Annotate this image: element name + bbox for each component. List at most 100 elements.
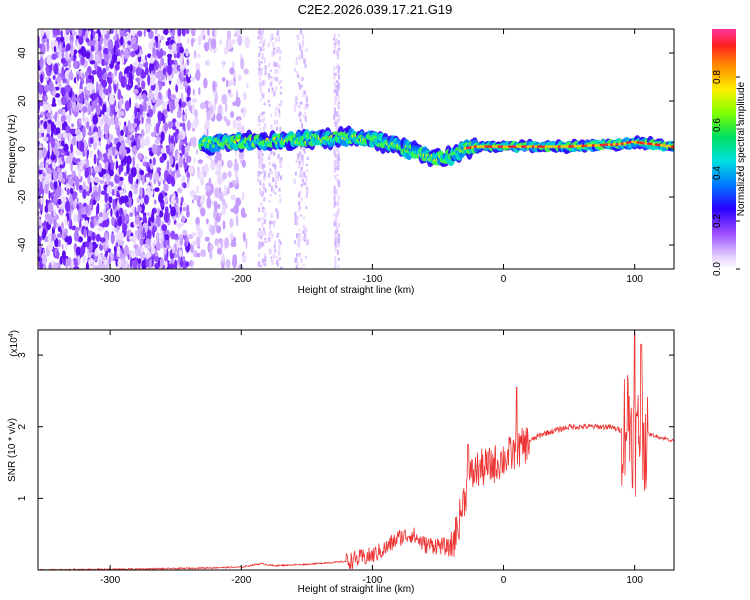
noise-cell: [280, 99, 283, 103]
noise-cell: [245, 238, 248, 249]
noise-cell: [76, 246, 81, 256]
noise-cell: [160, 131, 165, 142]
noise-cell: [90, 177, 95, 184]
noise-cell: [161, 224, 168, 232]
snr-scale-exponent: 4: [8, 333, 15, 337]
noise-cell: [148, 147, 153, 152]
noise-cell: [70, 187, 74, 195]
noise-cell: [199, 102, 206, 110]
noise-cell: [337, 42, 340, 47]
noise-cell: [108, 134, 114, 141]
noise-cell: [258, 228, 261, 232]
noise-cell: [147, 53, 152, 58]
noise-cell: [263, 197, 266, 202]
noise-cell: [335, 89, 338, 94]
noise-cell: [298, 42, 301, 46]
noise-cell: [39, 257, 43, 262]
noise-cell: [54, 112, 57, 123]
noise-cell: [274, 164, 277, 170]
noise-cell: [139, 169, 145, 176]
noise-cell: [337, 70, 340, 74]
noise-cell: [263, 207, 266, 211]
noise-cell: [300, 49, 303, 55]
noise-cell: [79, 140, 85, 152]
noise-cell: [270, 214, 273, 219]
noise-cell: [157, 110, 162, 121]
noise-cell: [272, 164, 275, 167]
noise-cell: [171, 249, 176, 254]
noise-cell: [176, 110, 182, 119]
noise-cell: [130, 250, 135, 257]
noise-cell: [269, 220, 272, 225]
noise-cell: [93, 265, 99, 269]
noise-cell: [178, 122, 184, 127]
noise-cell: [156, 216, 161, 227]
noise-cell: [93, 153, 97, 165]
noise-cell: [70, 204, 75, 211]
noise-cell: [298, 252, 301, 256]
noise-cell: [114, 63, 120, 71]
noise-cell: [67, 177, 74, 186]
colorbar-label: Normalized spectral amplitude: [736, 81, 747, 216]
colorbar-tick-label: 0.2: [712, 214, 723, 228]
noise-cell: [299, 175, 302, 179]
noise-cell: [143, 194, 149, 205]
noise-cell: [183, 81, 188, 88]
noise-cell: [296, 220, 299, 226]
noise-cell: [160, 147, 166, 154]
noise-cell: [80, 46, 86, 57]
noise-cell: [206, 218, 209, 225]
noise-cell: [200, 207, 206, 217]
noise-cell: [148, 30, 154, 40]
noise-cell: [203, 163, 209, 173]
noise-cell: [108, 255, 111, 266]
noise-cell: [112, 227, 118, 232]
noise-cell: [183, 161, 188, 170]
noise-cell: [48, 190, 51, 200]
noise-cell: [206, 59, 211, 67]
noise-cell: [171, 170, 176, 177]
noise-cell: [261, 163, 264, 170]
noise-cell: [333, 107, 336, 113]
noise-cell: [168, 134, 171, 145]
noise-cell: [46, 123, 51, 134]
noise-cell: [169, 60, 176, 65]
noise-cell: [273, 76, 276, 81]
noise-cell: [113, 35, 118, 41]
noise-cell: [191, 199, 194, 204]
noise-cell: [302, 236, 305, 241]
noise-cell: [243, 213, 247, 218]
noise-cell: [207, 29, 210, 37]
noise-cell: [82, 126, 86, 138]
noise-cell: [272, 221, 275, 228]
noise-cell: [139, 237, 144, 246]
noise-cell: [272, 42, 275, 47]
noise-cell: [304, 181, 307, 186]
noise-cell: [44, 213, 51, 221]
noise-cell: [237, 74, 242, 81]
noise-cell: [42, 47, 46, 55]
noise-cell: [279, 257, 281, 260]
noise-cell: [53, 63, 59, 75]
noise-cell: [333, 190, 336, 194]
noise-cell: [277, 171, 280, 177]
noise-cell: [334, 256, 337, 262]
noise-cell: [294, 104, 297, 108]
noise-cell: [258, 65, 261, 68]
noise-cell: [89, 60, 96, 65]
noise-cell: [299, 111, 302, 116]
noise-cell: [272, 87, 274, 91]
noise-cell: [338, 258, 340, 261]
noise-cell: [242, 92, 247, 101]
noise-cell: [261, 156, 263, 160]
noise-cell: [304, 255, 307, 259]
noise-cell: [145, 259, 150, 268]
noise-cell: [298, 55, 301, 61]
noise-cell: [223, 116, 228, 122]
noise-cell: [336, 123, 339, 128]
noise-cell: [165, 89, 168, 101]
noise-cell: [45, 76, 49, 81]
noise-cell: [277, 103, 280, 106]
noise-cell: [47, 149, 50, 160]
noise-cell: [133, 88, 139, 95]
